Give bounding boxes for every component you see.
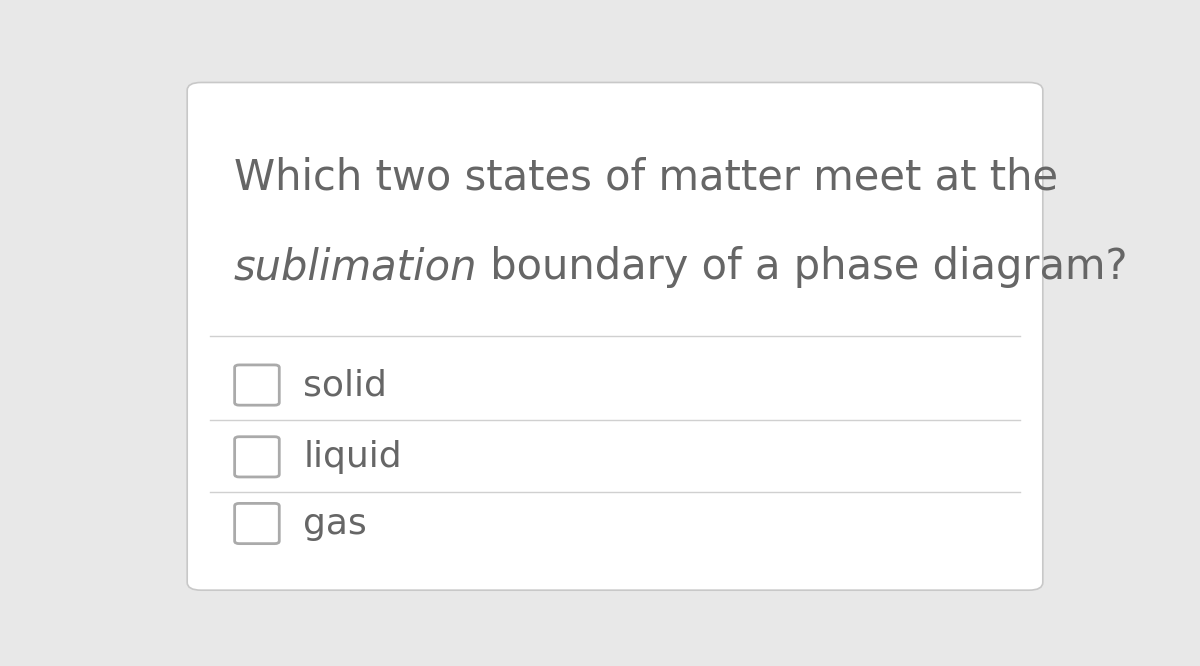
Text: gas: gas — [304, 507, 367, 541]
Text: liquid: liquid — [304, 440, 402, 474]
Text: sublimation: sublimation — [234, 246, 478, 288]
Text: Which two states of matter meet at the: Which two states of matter meet at the — [234, 157, 1058, 198]
Text: boundary of a phase diagram?: boundary of a phase diagram? — [478, 246, 1128, 288]
Text: solid: solid — [304, 368, 388, 402]
FancyBboxPatch shape — [187, 83, 1043, 590]
